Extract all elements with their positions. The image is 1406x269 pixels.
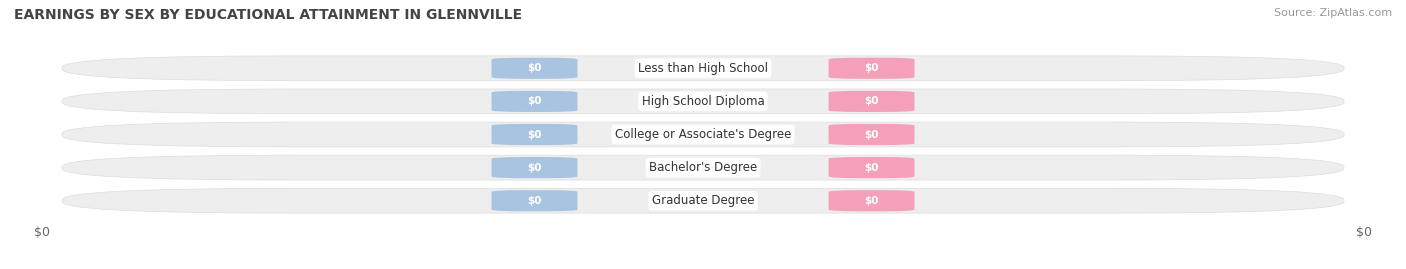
Text: $0: $0: [527, 129, 541, 140]
Text: Graduate Degree: Graduate Degree: [652, 194, 754, 207]
FancyBboxPatch shape: [828, 124, 914, 145]
Text: $0: $0: [865, 196, 879, 206]
FancyBboxPatch shape: [492, 157, 578, 178]
FancyBboxPatch shape: [828, 157, 914, 178]
Text: $0: $0: [527, 96, 541, 107]
Text: $0: $0: [865, 129, 879, 140]
Text: $0: $0: [865, 162, 879, 173]
FancyBboxPatch shape: [492, 91, 578, 112]
FancyBboxPatch shape: [828, 58, 914, 79]
FancyBboxPatch shape: [492, 58, 578, 79]
FancyBboxPatch shape: [62, 188, 1344, 213]
Text: High School Diploma: High School Diploma: [641, 95, 765, 108]
FancyBboxPatch shape: [828, 190, 914, 211]
Text: $0: $0: [865, 63, 879, 73]
FancyBboxPatch shape: [492, 190, 578, 211]
FancyBboxPatch shape: [828, 91, 914, 112]
Text: Less than High School: Less than High School: [638, 62, 768, 75]
FancyBboxPatch shape: [62, 89, 1344, 114]
Text: Source: ZipAtlas.com: Source: ZipAtlas.com: [1274, 8, 1392, 18]
Text: $0: $0: [865, 96, 879, 107]
Text: $0: $0: [527, 63, 541, 73]
FancyBboxPatch shape: [492, 124, 578, 145]
Text: College or Associate's Degree: College or Associate's Degree: [614, 128, 792, 141]
Text: Bachelor's Degree: Bachelor's Degree: [650, 161, 756, 174]
FancyBboxPatch shape: [62, 155, 1344, 180]
FancyBboxPatch shape: [62, 56, 1344, 81]
Text: EARNINGS BY SEX BY EDUCATIONAL ATTAINMENT IN GLENNVILLE: EARNINGS BY SEX BY EDUCATIONAL ATTAINMEN…: [14, 8, 522, 22]
FancyBboxPatch shape: [62, 122, 1344, 147]
Text: $0: $0: [527, 196, 541, 206]
Text: $0: $0: [527, 162, 541, 173]
